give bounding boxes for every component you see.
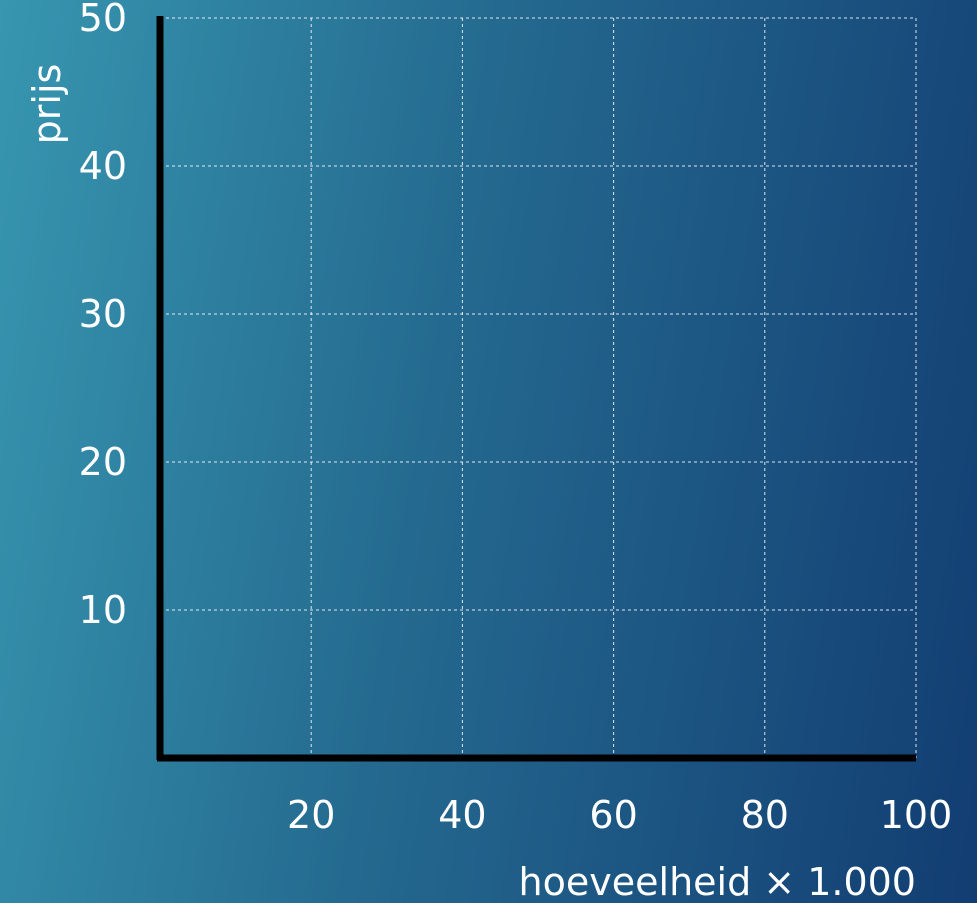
y-tick-label: 50 (79, 0, 127, 40)
x-tick-label: 20 (287, 793, 335, 837)
y-tick-label: 30 (79, 292, 127, 336)
y-tick-label: 20 (79, 440, 127, 484)
y-axis-label: prijs (25, 64, 69, 145)
x-tick-label: 80 (741, 793, 789, 837)
y-tick-label: 40 (79, 144, 127, 188)
x-tick-label: 60 (589, 793, 637, 837)
axes (156, 16, 916, 762)
tick-labels: 20 40 60 80 100 10 20 30 40 50 (79, 0, 953, 837)
grid-lines (160, 17, 917, 758)
x-axis-label: hoeveelheid × 1.000 (519, 860, 916, 903)
y-tick-label: 10 (79, 588, 127, 632)
x-tick-label: 40 (438, 793, 486, 837)
x-tick-label: 100 (880, 793, 953, 837)
